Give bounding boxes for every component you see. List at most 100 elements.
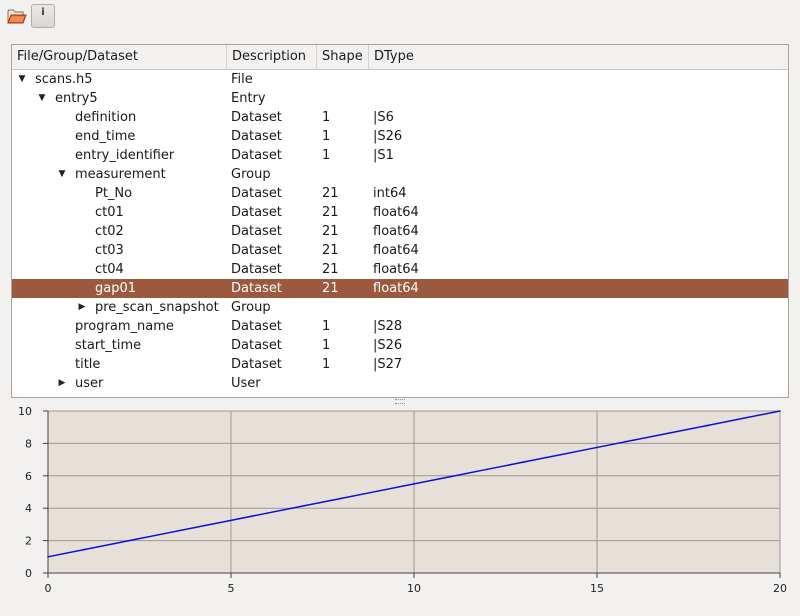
x-tick-label: 5 xyxy=(228,582,235,595)
data-point xyxy=(230,519,232,522)
y-tick-label: 4 xyxy=(25,502,32,515)
expand-arrow-icon[interactable]: ▼ xyxy=(18,74,26,84)
tree-row[interactable]: ▶ user User xyxy=(12,374,788,393)
tree-item-name: measurement xyxy=(75,167,166,182)
tree-row[interactable]: title Dataset 1 |S27 xyxy=(12,355,788,374)
tree-row[interactable]: ct03 Dataset 21 float64 xyxy=(12,241,788,260)
data-point xyxy=(632,439,635,441)
tree-item-dtype: float64 xyxy=(373,205,419,220)
data-point xyxy=(83,548,86,551)
data-point xyxy=(266,512,269,514)
plot-panel: 0 5 10 15 20 0 2 4 6 8 10 xyxy=(18,405,787,595)
tree-item-description: Dataset xyxy=(231,205,282,220)
tree-item-dtype: int64 xyxy=(373,186,407,201)
tree-item-description: Entry xyxy=(231,91,266,106)
collapse-arrow-icon[interactable]: ▶ xyxy=(58,378,66,388)
expand-arrow-icon[interactable]: ▼ xyxy=(58,169,66,179)
tree-item-description: Dataset xyxy=(231,186,282,201)
data-point xyxy=(157,534,159,536)
tree-row[interactable]: ▶ pre_scan_snapshot Group xyxy=(12,298,788,317)
x-tick-label: 15 xyxy=(590,582,604,595)
tree-item-dtype: float64 xyxy=(373,262,419,277)
column-header-name[interactable]: File/Group/Dataset xyxy=(12,45,227,69)
tree-item-shape: 1 xyxy=(322,319,331,334)
data-point xyxy=(742,417,745,420)
tree-item-name: pre_scan_snapshot xyxy=(95,300,219,315)
data-point xyxy=(449,475,452,478)
tree-row[interactable]: definition Dataset 1 |S6 xyxy=(12,108,788,127)
tree-item-name: Pt_No xyxy=(95,186,133,201)
hdf5-tree-view[interactable]: File/Group/Dataset Description Shape DTy… xyxy=(11,44,789,398)
column-header-shape[interactable]: Shape xyxy=(317,45,369,69)
x-tick-label: 0 xyxy=(45,582,52,595)
column-header-dtype[interactable]: DType xyxy=(374,49,414,64)
info-button[interactable]: i xyxy=(31,4,55,28)
splitter-handle[interactable] xyxy=(395,399,405,404)
data-point xyxy=(706,424,708,427)
data-point xyxy=(596,446,598,449)
tree-item-description: Dataset xyxy=(231,262,282,277)
data-point xyxy=(523,461,525,463)
y-tick-label: 2 xyxy=(25,535,32,548)
tree-item-description: User xyxy=(231,376,261,391)
data-point xyxy=(779,410,781,412)
tree-item-description: Dataset xyxy=(231,224,282,239)
tree-item-dtype: |S27 xyxy=(373,357,403,372)
column-header-description[interactable]: Description xyxy=(227,45,317,69)
tree-item-dtype: |S26 xyxy=(373,338,403,353)
tree-item-name: entry_identifier xyxy=(75,148,175,163)
tree-header: File/Group/Dataset Description Shape DTy… xyxy=(12,45,788,70)
data-point xyxy=(376,490,379,492)
tree-item-description: File xyxy=(231,72,253,87)
y-tick-label: 8 xyxy=(25,437,32,450)
tree-item-shape: 1 xyxy=(322,129,331,144)
tree-item-description: Dataset xyxy=(231,319,282,334)
tree-row[interactable]: ct02 Dataset 21 float64 xyxy=(12,222,788,241)
tree-item-description: Dataset xyxy=(231,281,282,296)
tree-item-shape: 21 xyxy=(322,262,339,277)
tree-row[interactable]: Pt_No Dataset 21 int64 xyxy=(12,184,788,203)
tree-item-shape: 21 xyxy=(322,186,339,201)
tree-row[interactable]: ct01 Dataset 21 float64 xyxy=(12,203,788,222)
tree-item-name: definition xyxy=(75,110,137,125)
tree-row[interactable]: ▼ measurement Group xyxy=(12,165,788,184)
tree-item-description: Dataset xyxy=(231,148,282,163)
data-point xyxy=(486,468,489,471)
tree-item-description: Dataset xyxy=(231,338,282,353)
tree-item-shape: 1 xyxy=(322,148,331,163)
tree-item-shape: 21 xyxy=(322,205,339,220)
collapse-arrow-icon[interactable]: ▶ xyxy=(78,302,86,312)
tree-item-name: program_name xyxy=(75,319,174,334)
tree-item-name: ct03 xyxy=(95,243,124,258)
y-tick-label: 0 xyxy=(25,567,32,580)
tree-item-name: user xyxy=(75,376,104,391)
data-point xyxy=(340,497,342,500)
tree-row[interactable]: program_name Dataset 1 |S28 xyxy=(12,317,788,336)
tree-item-dtype: |S1 xyxy=(373,148,394,163)
tree-row[interactable]: gap01 Dataset 21 float64 xyxy=(12,279,788,298)
tree-row[interactable]: ct04 Dataset 21 float64 xyxy=(12,260,788,279)
tree-item-name: ct01 xyxy=(95,205,124,220)
tree-item-shape: 1 xyxy=(322,110,331,125)
folder-open-icon[interactable] xyxy=(5,4,29,28)
data-point xyxy=(193,526,196,529)
tree-item-description: Dataset xyxy=(231,243,282,258)
tree-item-shape: 1 xyxy=(322,357,331,372)
tree-row[interactable]: start_time Dataset 1 |S26 xyxy=(12,336,788,355)
expand-arrow-icon[interactable]: ▼ xyxy=(38,93,46,103)
tree-item-name: gap01 xyxy=(95,281,137,296)
tree-item-shape: 1 xyxy=(322,338,331,353)
toolbar: i xyxy=(0,0,800,34)
tree-item-name: scans.h5 xyxy=(35,72,93,87)
tree-item-dtype: float64 xyxy=(373,281,419,296)
tree-item-dtype: float64 xyxy=(373,243,419,258)
tree-row[interactable]: ▼ entry5 Entry xyxy=(12,89,788,108)
tree-item-description: Dataset xyxy=(231,110,282,125)
tree-row[interactable]: ▼ scans.h5 File xyxy=(12,70,788,89)
tree-item-dtype: |S26 xyxy=(373,129,403,144)
tree-item-name: ct02 xyxy=(95,224,124,239)
tree-row[interactable]: entry_identifier Dataset 1 |S1 xyxy=(12,146,788,165)
data-point xyxy=(413,483,415,485)
tree-row[interactable]: end_time Dataset 1 |S26 xyxy=(12,127,788,146)
x-tick-label: 10 xyxy=(407,582,421,595)
